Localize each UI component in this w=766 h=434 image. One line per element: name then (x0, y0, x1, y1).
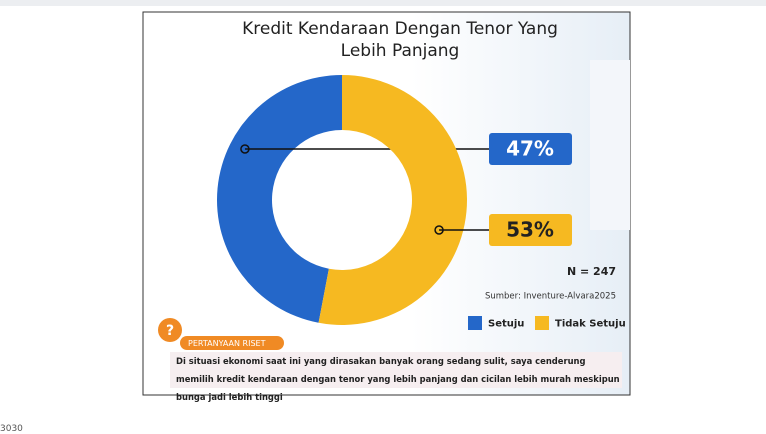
chart-title: Kredit Kendaraan Dengan Tenor Yang Lebih… (242, 19, 558, 61)
question-icon-bg (158, 318, 182, 342)
question-label-bg (180, 336, 284, 350)
pie-slice (318, 75, 467, 325)
value-label-bg (489, 214, 572, 246)
sample-note: N = 247 (567, 265, 616, 278)
top-bar (0, 0, 766, 6)
background-figure (590, 60, 630, 230)
question-label: PERTANYAAN RISET (188, 339, 266, 348)
legend-label: Tidak Setuju (555, 319, 626, 330)
legend-swatch (468, 316, 482, 330)
question-icon: ? (166, 323, 174, 339)
leader-dot (240, 144, 250, 154)
footer-text: 3030 (0, 424, 23, 434)
value-label-bg (489, 133, 572, 165)
legend-label: Setuju (488, 319, 524, 330)
source: Sumber: Inventure-Alvara2025 (485, 292, 616, 302)
leader-dot (434, 225, 444, 235)
question-text: Di situasi ekonomi saat ini yang dirasak… (170, 352, 622, 402)
value-label: 53% (506, 218, 554, 242)
legend-swatch (535, 316, 549, 330)
pie-slice (216, 75, 342, 323)
value-label: 47% (506, 137, 554, 161)
